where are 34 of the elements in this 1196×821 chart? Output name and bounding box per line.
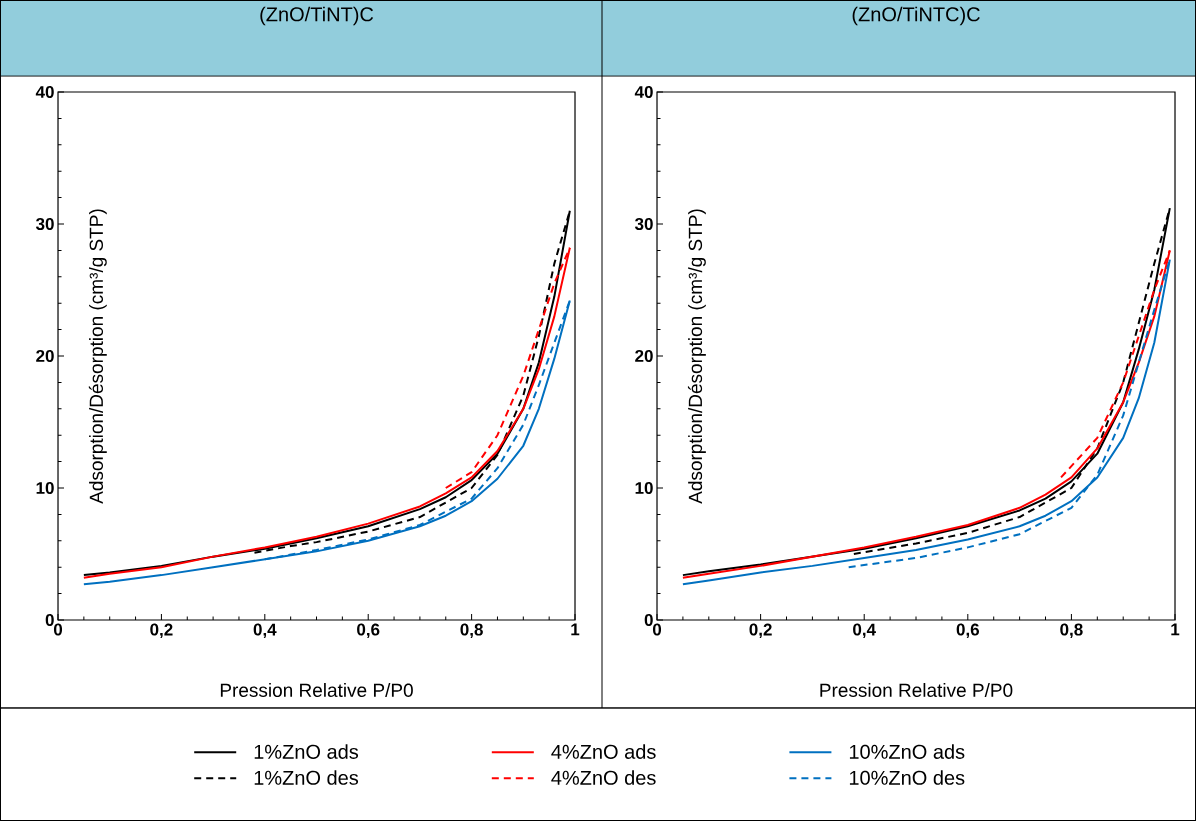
x-tick-label: 0,2 xyxy=(749,623,772,639)
chart-title: (ZnO/TiNTC)C xyxy=(852,6,980,26)
y-axis-title: Adsorption/Désorption (cm³/g STP) xyxy=(88,209,107,504)
y-tick-label: 30 xyxy=(35,217,54,231)
x-tick-label: 0,4 xyxy=(253,623,277,639)
x-tick-label: 1 xyxy=(571,623,580,636)
y-tick-label: 10 xyxy=(635,481,653,495)
legend-label: 10%ZnO des xyxy=(849,770,965,785)
y-axis-title: Adsorption/Désorption (cm³/g STP) xyxy=(687,209,706,504)
y-tick-label: 40 xyxy=(35,85,54,99)
legend-label: 1%ZnO des xyxy=(254,770,359,785)
chart-title: (ZnO/TiNT)C xyxy=(260,6,374,26)
y-tick-label: 0 xyxy=(45,613,54,627)
x-tick-label: 0,8 xyxy=(460,623,483,639)
legend-label: 10%ZnO ads xyxy=(849,744,965,759)
x-axis-title: Pression Relative P/P0 xyxy=(820,683,1013,697)
x-tick-label: 0 xyxy=(53,623,63,636)
y-tick-label: 0 xyxy=(644,613,653,627)
legend-label: 4%ZnO des xyxy=(551,770,656,785)
legend-label: 4%ZnO ads xyxy=(551,744,656,759)
y-tick-label: 20 xyxy=(36,349,54,363)
x-tick-label: 0 xyxy=(652,623,662,636)
x-tick-label: 1 xyxy=(1171,623,1180,636)
y-tick-label: 10 xyxy=(36,481,54,495)
x-tick-label: 0,2 xyxy=(150,623,173,639)
x-tick-label: 0,6 xyxy=(956,623,980,639)
legend-label: 1%ZnO ads xyxy=(254,744,359,759)
y-tick-label: 20 xyxy=(635,349,653,363)
y-tick-label: 40 xyxy=(634,85,653,99)
x-axis-title: Pression Relative P/P0 xyxy=(220,683,413,697)
x-tick-label: 0,4 xyxy=(853,623,876,639)
x-tick-label: 0,6 xyxy=(357,623,380,639)
y-tick-label: 30 xyxy=(634,217,653,231)
x-tick-label: 0,8 xyxy=(1060,623,1083,639)
